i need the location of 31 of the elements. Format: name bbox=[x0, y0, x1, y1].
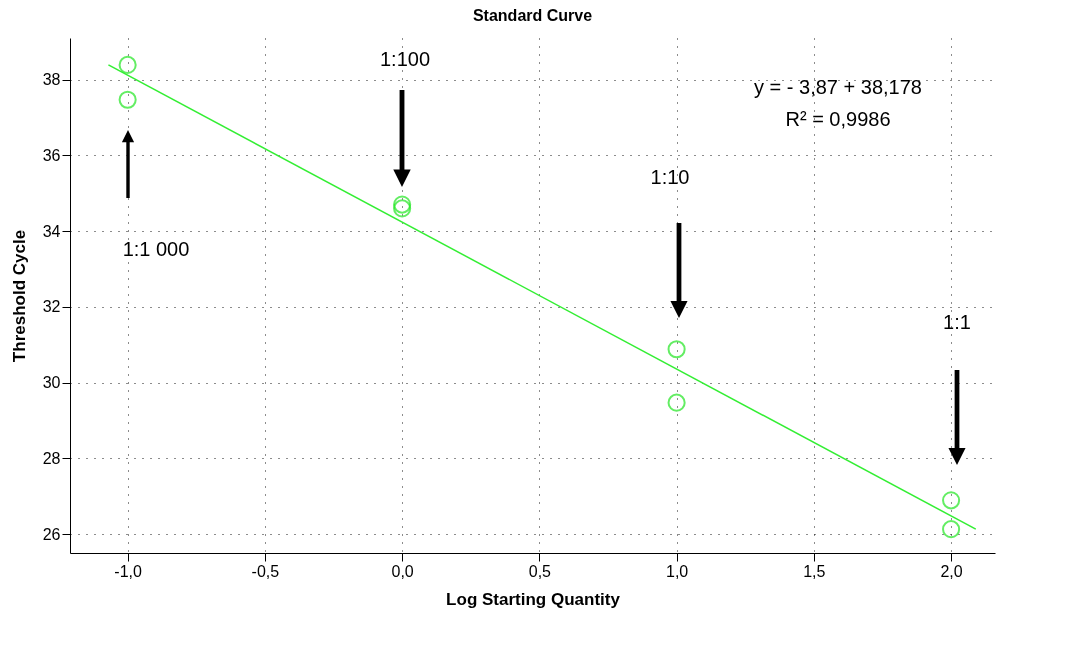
x-tick-label: 0,5 bbox=[528, 562, 552, 580]
annotation: y = - 3,87 + 38,178 bbox=[754, 76, 922, 98]
y-tick-label: 30 bbox=[42, 374, 61, 392]
x-tick-label: -0,5 bbox=[251, 562, 280, 580]
point bbox=[942, 520, 961, 539]
y-tick-label: 38 bbox=[42, 71, 61, 89]
annotation: 1:1 bbox=[943, 311, 971, 333]
point bbox=[118, 90, 137, 109]
annotation: 1:1 000 bbox=[122, 238, 190, 260]
annotation: 1:10 bbox=[650, 166, 690, 188]
x-axis-title: Log Starting Quantity bbox=[446, 589, 621, 609]
x-tick-label: 0,0 bbox=[391, 562, 414, 580]
y-tick-label: 32 bbox=[42, 298, 61, 316]
point bbox=[393, 195, 412, 214]
annotation: 1:100 bbox=[379, 48, 431, 70]
point bbox=[118, 55, 137, 74]
y-tick-label: 28 bbox=[42, 449, 61, 467]
x-tick-label: -1,0 bbox=[114, 562, 143, 580]
point bbox=[942, 491, 961, 510]
y-tick-label: 26 bbox=[42, 525, 61, 543]
x-tick-label: 1,5 bbox=[803, 562, 826, 580]
y-axis-title: Threshold Cycle bbox=[9, 229, 29, 363]
y-tick-label: 34 bbox=[42, 222, 61, 240]
point bbox=[667, 393, 686, 412]
x-tick-label: 1,0 bbox=[665, 562, 689, 580]
point bbox=[667, 340, 686, 359]
y-tick-label: 36 bbox=[42, 146, 61, 164]
chart-title: Standard Curve bbox=[472, 7, 593, 24]
point bbox=[393, 199, 412, 218]
annotation: R² = 0,9986 bbox=[785, 108, 891, 130]
x-tick-label: 2,0 bbox=[940, 562, 963, 580]
